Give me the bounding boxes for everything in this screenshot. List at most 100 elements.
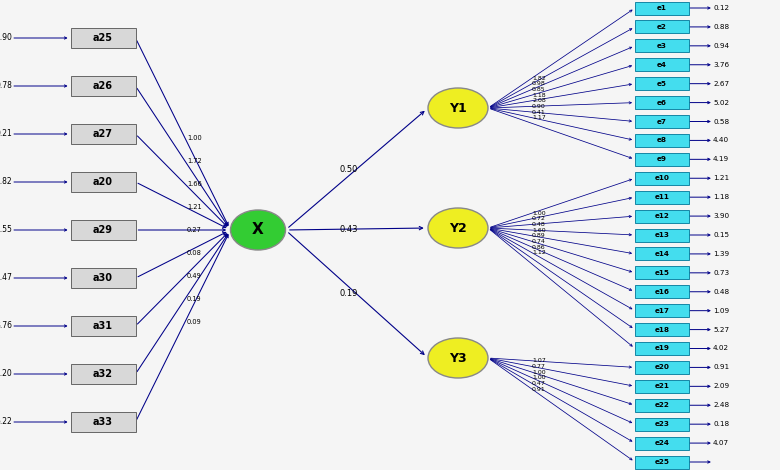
Text: 1.00: 1.00: [532, 376, 546, 380]
Text: 0.27: 0.27: [187, 227, 202, 233]
Text: 1.47: 1.47: [0, 274, 12, 282]
FancyBboxPatch shape: [635, 96, 689, 109]
Text: e18: e18: [654, 327, 669, 333]
Text: e21: e21: [654, 384, 669, 389]
Text: a20: a20: [93, 177, 113, 187]
Text: 0.48: 0.48: [532, 222, 546, 227]
Text: 0.88: 0.88: [713, 24, 729, 30]
FancyBboxPatch shape: [635, 380, 689, 393]
Text: Y2: Y2: [449, 221, 467, 235]
Text: 1.39: 1.39: [713, 251, 729, 257]
Text: 5.22: 5.22: [0, 417, 12, 426]
Text: 0.86: 0.86: [532, 244, 546, 250]
FancyBboxPatch shape: [70, 268, 136, 288]
Text: 3.76: 3.76: [0, 321, 12, 330]
Text: 1.60: 1.60: [532, 227, 546, 233]
Text: a32: a32: [93, 369, 113, 379]
Text: 1.90: 1.90: [0, 33, 12, 42]
Text: e23: e23: [654, 421, 669, 427]
FancyBboxPatch shape: [635, 20, 689, 33]
FancyBboxPatch shape: [635, 228, 689, 242]
FancyBboxPatch shape: [635, 304, 689, 317]
FancyBboxPatch shape: [70, 124, 136, 144]
Text: 2.67: 2.67: [713, 81, 729, 86]
Text: e1: e1: [657, 5, 667, 11]
FancyBboxPatch shape: [635, 172, 689, 185]
Text: 0.43: 0.43: [339, 225, 358, 234]
Text: 0.21: 0.21: [0, 130, 12, 139]
Text: 0.89: 0.89: [532, 233, 546, 238]
FancyBboxPatch shape: [70, 172, 136, 192]
Text: 1.09: 1.09: [713, 308, 729, 313]
Text: 0.85: 0.85: [532, 87, 546, 92]
Text: e5: e5: [657, 81, 667, 86]
Text: 1.20: 1.20: [0, 369, 12, 378]
Text: a30: a30: [93, 273, 113, 283]
FancyBboxPatch shape: [70, 220, 136, 240]
Text: e16: e16: [654, 289, 669, 295]
Text: 1.66: 1.66: [187, 181, 202, 187]
Text: 4.02: 4.02: [713, 345, 729, 352]
FancyBboxPatch shape: [70, 28, 136, 48]
Text: 1.17: 1.17: [532, 115, 546, 120]
Text: 1.00: 1.00: [532, 370, 546, 375]
Text: e9: e9: [657, 157, 667, 162]
FancyBboxPatch shape: [635, 1, 689, 15]
Text: e13: e13: [654, 232, 669, 238]
Text: 0.49: 0.49: [187, 273, 202, 279]
FancyBboxPatch shape: [635, 323, 689, 336]
FancyBboxPatch shape: [635, 77, 689, 90]
Text: e2: e2: [657, 24, 667, 30]
Text: e12: e12: [654, 213, 669, 219]
Text: 0.90: 0.90: [532, 104, 546, 109]
Text: 0.18: 0.18: [713, 421, 729, 427]
FancyBboxPatch shape: [635, 361, 689, 374]
Text: 0.94: 0.94: [713, 43, 729, 49]
Text: 0.08: 0.08: [187, 250, 202, 256]
Text: e15: e15: [654, 270, 669, 276]
Text: e10: e10: [654, 175, 669, 181]
FancyBboxPatch shape: [70, 76, 136, 96]
Text: 1.18: 1.18: [713, 194, 729, 200]
Text: 1.00: 1.00: [532, 211, 546, 216]
Text: 1.07: 1.07: [532, 358, 546, 363]
Text: e22: e22: [654, 402, 669, 408]
Text: 0.15: 0.15: [713, 232, 729, 238]
Text: 1.18: 1.18: [532, 93, 546, 97]
Text: 1.55: 1.55: [0, 226, 12, 235]
Text: 2.08: 2.08: [532, 98, 546, 103]
FancyBboxPatch shape: [635, 418, 689, 431]
FancyBboxPatch shape: [635, 247, 689, 260]
Text: e19: e19: [654, 345, 669, 352]
FancyBboxPatch shape: [635, 210, 689, 223]
FancyBboxPatch shape: [635, 455, 689, 469]
FancyBboxPatch shape: [635, 153, 689, 166]
FancyBboxPatch shape: [70, 364, 136, 384]
Text: X: X: [252, 222, 264, 237]
Text: 2.09: 2.09: [713, 384, 729, 389]
Text: 4.07: 4.07: [713, 440, 729, 446]
Text: e11: e11: [654, 194, 669, 200]
Text: e17: e17: [654, 308, 669, 313]
Text: 0.48: 0.48: [713, 289, 729, 295]
Text: e24: e24: [654, 440, 669, 446]
Text: 2.48: 2.48: [713, 402, 729, 408]
Text: a33: a33: [93, 417, 113, 427]
Ellipse shape: [428, 208, 488, 248]
Text: 0.41: 0.41: [532, 110, 546, 115]
Text: 0.91: 0.91: [532, 387, 546, 392]
Text: e6: e6: [657, 100, 667, 106]
FancyBboxPatch shape: [635, 115, 689, 128]
Text: e8: e8: [657, 137, 667, 143]
Text: 0.72: 0.72: [532, 216, 546, 221]
Text: 0.58: 0.58: [713, 118, 729, 125]
Text: 5.02: 5.02: [713, 100, 729, 106]
Text: 0.19: 0.19: [187, 296, 201, 302]
Text: 0.74: 0.74: [532, 239, 546, 244]
FancyBboxPatch shape: [70, 412, 136, 432]
FancyBboxPatch shape: [70, 316, 136, 336]
Text: 4.40: 4.40: [713, 137, 729, 143]
Text: 0.09: 0.09: [187, 319, 202, 325]
Ellipse shape: [428, 88, 488, 128]
Text: 1.21: 1.21: [187, 204, 201, 210]
